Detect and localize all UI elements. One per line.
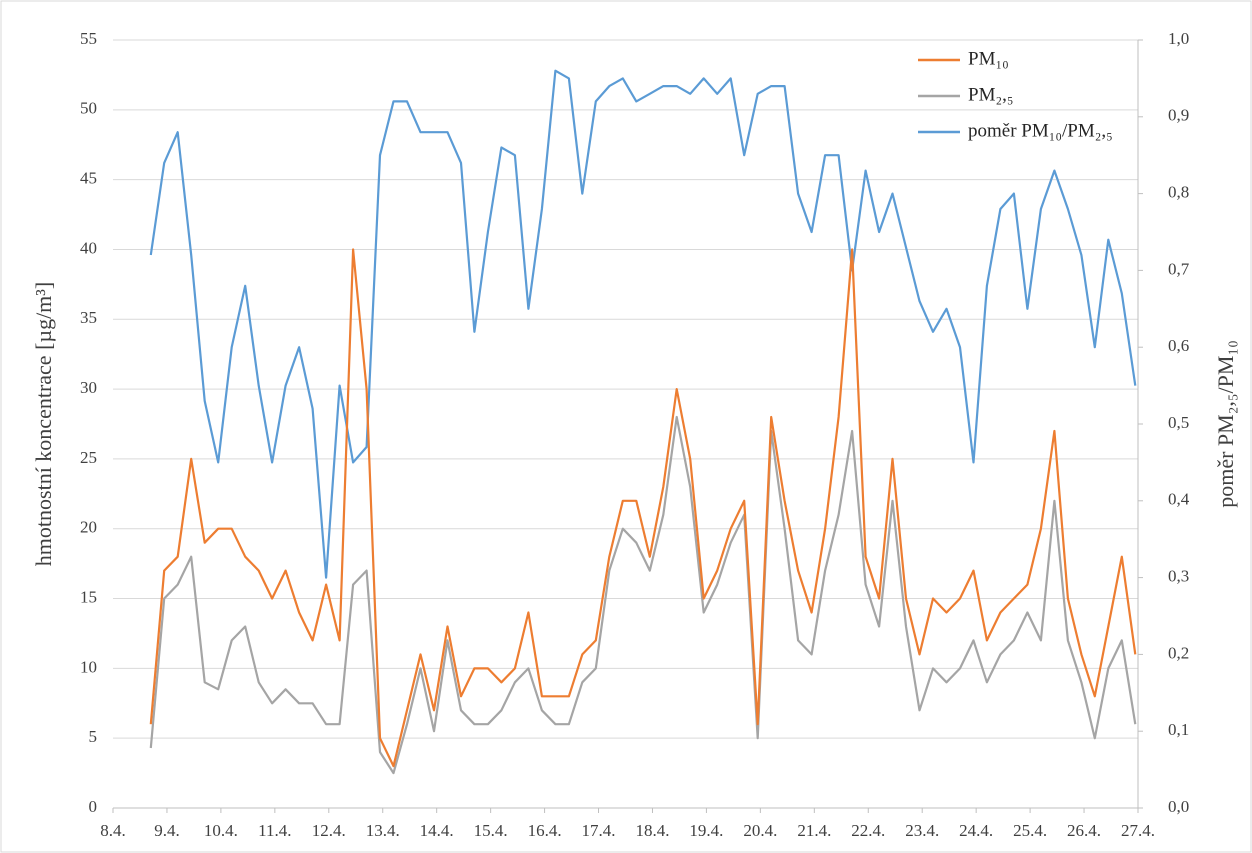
- y-tick-label: 15: [80, 587, 97, 606]
- y-tick-label: 35: [80, 308, 97, 327]
- y2-tick-label: 0,7: [1168, 259, 1190, 278]
- y-tick-label: 10: [80, 657, 97, 676]
- x-tick-label: 12.4.: [312, 821, 346, 840]
- x-tick-label: 9.4.: [154, 821, 180, 840]
- x-tick-label: 15.4.: [474, 821, 508, 840]
- x-tick-label: 14.4.: [420, 821, 454, 840]
- y-tick-label: 50: [80, 99, 97, 118]
- x-tick-label: 27.4.: [1121, 821, 1155, 840]
- x-tick-label: 20.4.: [743, 821, 777, 840]
- y-tick-label: 0: [89, 797, 98, 816]
- x-tick-label: 8.4.: [100, 821, 126, 840]
- y-tick-label: 5: [89, 727, 98, 746]
- y-tick-label: 30: [80, 378, 97, 397]
- legend-label: poměr PM₁₀/PM₂,₅: [968, 120, 1113, 141]
- x-tick-label: 13.4.: [366, 821, 400, 840]
- x-tick-label: 10.4.: [204, 821, 238, 840]
- y-axis-title: hmotnostní koncentrace [µg/m³]: [31, 282, 56, 566]
- y-tick-label: 40: [80, 238, 97, 257]
- x-tick-label: 19.4.: [689, 821, 723, 840]
- x-tick-label: 21.4.: [797, 821, 831, 840]
- y2-axis-title: poměr PM₂,₅/PM₁₀: [1213, 340, 1238, 508]
- y2-tick-label: 0,3: [1168, 567, 1189, 586]
- x-tick-label: 24.4.: [959, 821, 993, 840]
- data-line: [149, 248, 1137, 768]
- y2-tick-label: 0,5: [1168, 413, 1189, 432]
- y-tick-label: 25: [80, 448, 97, 467]
- y2-tick-label: 1,0: [1168, 29, 1189, 48]
- x-tick-label: 22.4.: [851, 821, 885, 840]
- data-line: [149, 69, 1137, 579]
- y2-tick-label: 0,0: [1168, 797, 1189, 816]
- y-tick-label: 45: [80, 169, 97, 188]
- legend-label: PM₁₀: [968, 48, 1009, 69]
- data-line: [149, 415, 1137, 775]
- legend-label: PM₂,₅: [968, 84, 1013, 105]
- y2-tick-label: 0,2: [1168, 643, 1189, 662]
- x-tick-label: 18.4.: [635, 821, 669, 840]
- y2-tick-label: 0,8: [1168, 183, 1189, 202]
- y-tick-label: 20: [80, 518, 97, 537]
- x-tick-label: 26.4.: [1067, 821, 1101, 840]
- x-tick-label: 16.4.: [528, 821, 562, 840]
- y2-tick-label: 0,1: [1168, 720, 1189, 739]
- x-tick-label: 23.4.: [905, 821, 939, 840]
- x-tick-label: 17.4.: [582, 821, 616, 840]
- y-tick-label: 55: [80, 29, 97, 48]
- y2-tick-label: 0,9: [1168, 106, 1189, 125]
- y2-tick-label: 0,6: [1168, 336, 1189, 355]
- x-tick-label: 11.4.: [258, 821, 291, 840]
- y2-tick-label: 0,4: [1168, 490, 1190, 509]
- x-tick-label: 25.4.: [1013, 821, 1047, 840]
